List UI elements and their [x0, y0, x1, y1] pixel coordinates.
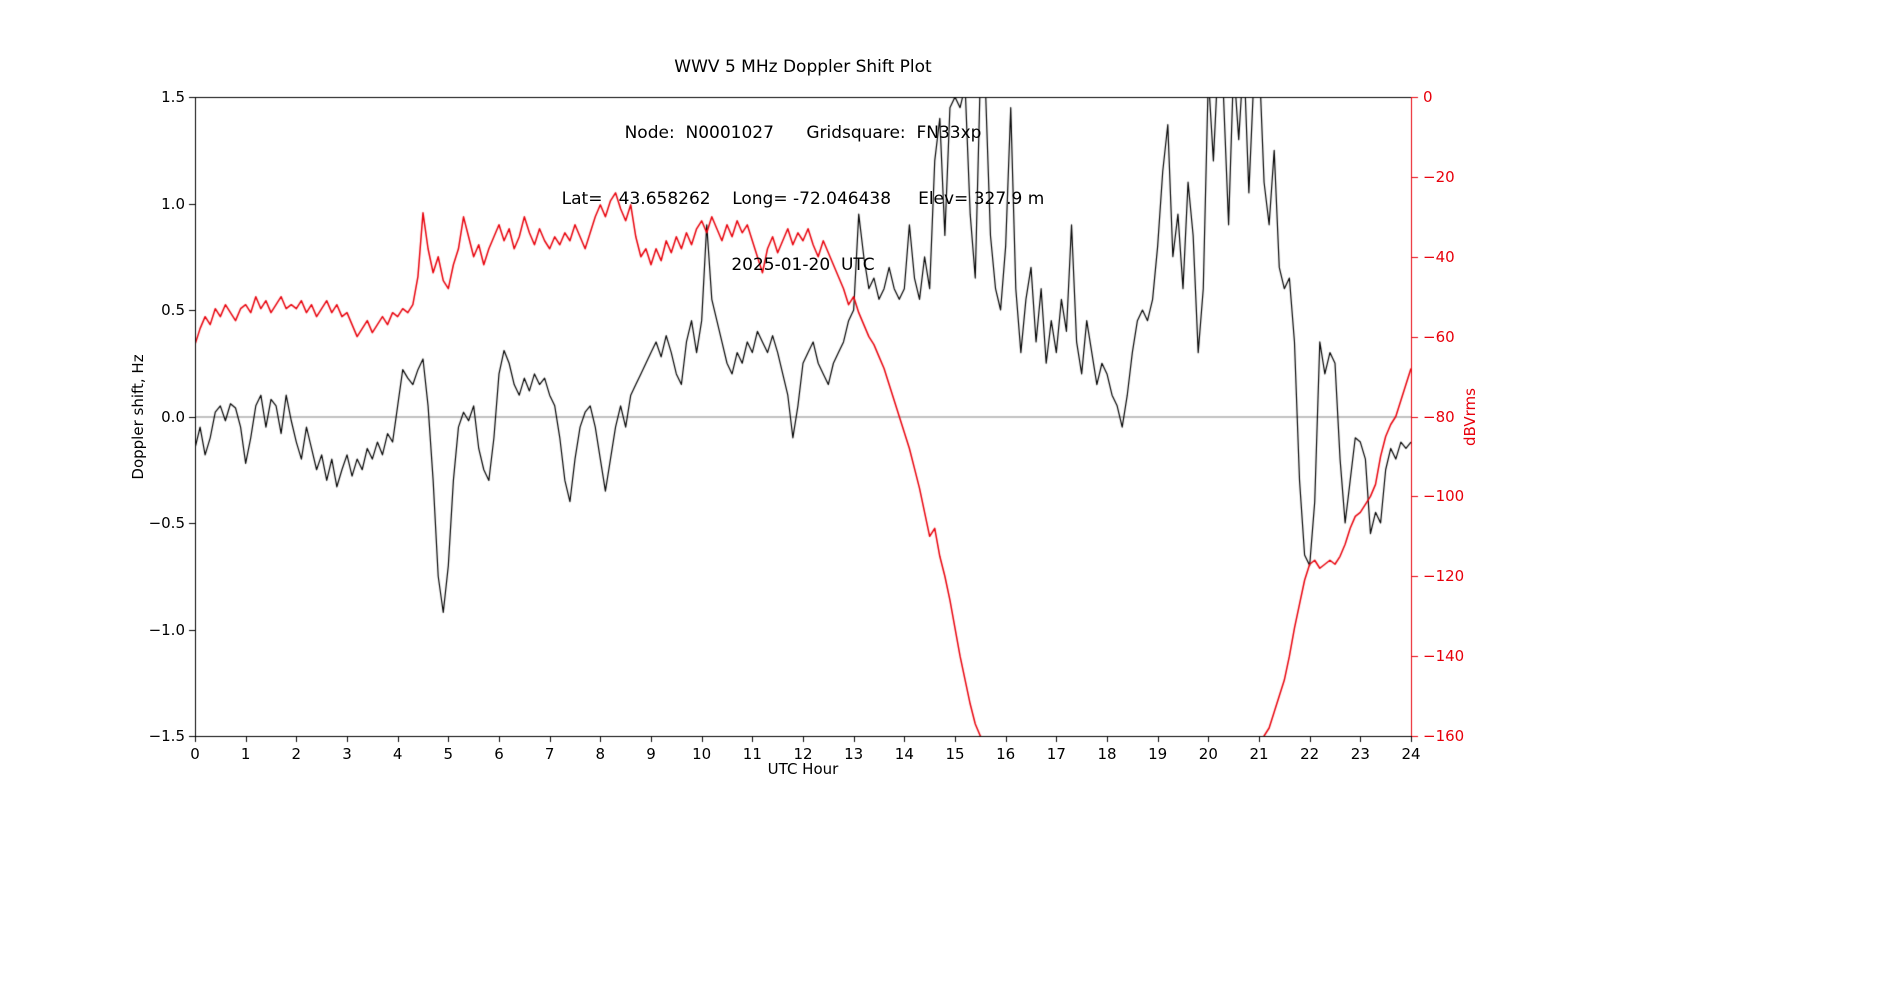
- y-tick-label-right: 0: [1423, 88, 1433, 106]
- x-tick-label: 1: [240, 745, 251, 763]
- y-tick-label-right: −60: [1423, 327, 1455, 346]
- x-tick-label: 4: [392, 745, 403, 763]
- y-tick-label-left: 1.0: [161, 194, 185, 213]
- x-tick-label: 13: [844, 745, 864, 763]
- x-tick-label: 8: [595, 745, 606, 763]
- x-tick-label: 21: [1249, 745, 1269, 763]
- y-tick-label-right: −120: [1423, 567, 1465, 586]
- x-tick-label: 10: [692, 745, 712, 763]
- x-tick-label: 14: [894, 745, 914, 763]
- x-tick-label: 18: [1097, 745, 1117, 763]
- x-tick-label: 7: [544, 745, 555, 763]
- y-tick-label-left: −1.5: [148, 727, 185, 745]
- plot-title: WWV 5 MHz Doppler Shift Plot: [674, 57, 932, 77]
- x-tick-label: 20: [1198, 745, 1218, 763]
- y-tick-label-left: −0.5: [148, 514, 185, 532]
- y-tick-label-left: 0.0: [161, 407, 185, 426]
- x-tick-label: 19: [1148, 745, 1168, 763]
- x-tick-label: 17: [1046, 745, 1066, 763]
- y-tick-label-right: −140: [1423, 647, 1465, 666]
- plot-subtitle-coords: Lat= 43.658262 Long= -72.046438 Elev= 32…: [561, 189, 1045, 209]
- y-tick-label-right: −40: [1423, 247, 1455, 266]
- y-tick-label-right: −100: [1423, 487, 1465, 506]
- y-tick-label-left: 1.5: [161, 88, 185, 106]
- y-tick-label-right: −160: [1423, 727, 1465, 745]
- plot-subtitle-date: 2025-01-20 UTC: [731, 255, 875, 275]
- x-tick-label: 0: [190, 745, 200, 763]
- x-tick-label: 11: [742, 745, 762, 763]
- plot-subtitle-node: Node: N0001027 Gridsquare: FN33xp: [624, 123, 982, 143]
- y-axis-label-left: Doppler shift, Hz: [129, 354, 147, 480]
- y-tick-label-right: −20: [1423, 167, 1455, 186]
- title-block: WWV 5 MHz Doppler Shift Plot Node: N0001…: [562, 12, 1045, 320]
- x-tick-label: 16: [996, 745, 1016, 763]
- x-tick-label: 5: [443, 745, 454, 763]
- x-tick-label: 24: [1401, 745, 1421, 763]
- y-tick-label-right: −80: [1423, 407, 1455, 426]
- y-tick-label-left: 0.5: [161, 301, 185, 319]
- y-tick-label-left: −1.0: [148, 620, 185, 639]
- x-tick-label: 6: [494, 745, 504, 763]
- x-axis-label: UTC Hour: [767, 760, 839, 778]
- x-tick-label: 2: [291, 745, 302, 763]
- x-tick-label: 22: [1300, 745, 1320, 763]
- x-tick-label: 23: [1350, 745, 1370, 763]
- x-tick-label: 9: [646, 745, 656, 763]
- x-tick-label: 12: [793, 745, 813, 763]
- x-tick-label: 3: [342, 745, 352, 763]
- x-tick-label: 15: [945, 745, 965, 763]
- y-axis-label-right: dBVrms: [1461, 388, 1479, 446]
